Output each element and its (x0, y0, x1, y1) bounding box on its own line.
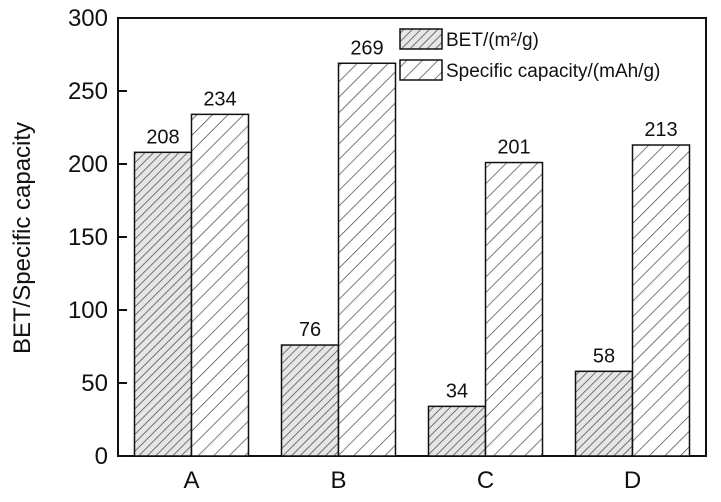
y-tick-label: 0 (95, 443, 108, 470)
data-label-bet-c: 34 (446, 380, 468, 402)
x-tick-label: B (330, 467, 346, 494)
legend-swatch-bet (399, 28, 443, 50)
data-label-capacity-c: 201 (497, 137, 530, 159)
data-label-capacity-b: 269 (350, 37, 383, 59)
y-axis-title: BET/Specific capacity (9, 122, 36, 354)
data-label-bet-d: 58 (593, 345, 615, 367)
y-tick-label: 50 (81, 370, 108, 397)
x-axis: A B C D (183, 447, 641, 494)
bar-bet-c (427, 405, 487, 457)
data-label-bet-b: 76 (299, 319, 321, 341)
legend-label-bet: BET/(m²/g) (446, 30, 539, 51)
data-label-capacity-d: 213 (644, 119, 677, 141)
x-tick-label: D (624, 467, 641, 494)
x-tick-label: A (183, 467, 199, 494)
bars-group (133, 62, 691, 457)
x-tick-label: C (477, 467, 494, 494)
bar-capacity-d (631, 144, 691, 457)
y-tick-label: 250 (68, 78, 108, 105)
bar-capacity-c (484, 161, 544, 457)
legend-label-capacity: Specific capacity/(mAh/g) (446, 61, 660, 82)
bar-bet-a (133, 151, 193, 457)
y-tick-label: 150 (68, 224, 108, 251)
bar-capacity-a (190, 113, 250, 457)
y-tick-label: 100 (68, 297, 108, 324)
y-tick-label: 200 (68, 151, 108, 178)
legend-swatch-capacity (399, 59, 443, 81)
y-axis: 0 50 100 150 200 250 300 (68, 5, 127, 470)
bar-capacity-b (337, 62, 397, 457)
legend: BET/(m²/g) Specific capacity/(mAh/g) (399, 28, 660, 82)
data-labels-group: 208 234 76 269 34 201 58 213 (146, 37, 677, 402)
bar-bet-d (574, 370, 634, 457)
y-tick-label: 300 (68, 5, 108, 32)
bar-bet-b (280, 344, 340, 457)
data-label-bet-a: 208 (146, 126, 179, 148)
data-label-capacity-a: 234 (203, 88, 236, 110)
